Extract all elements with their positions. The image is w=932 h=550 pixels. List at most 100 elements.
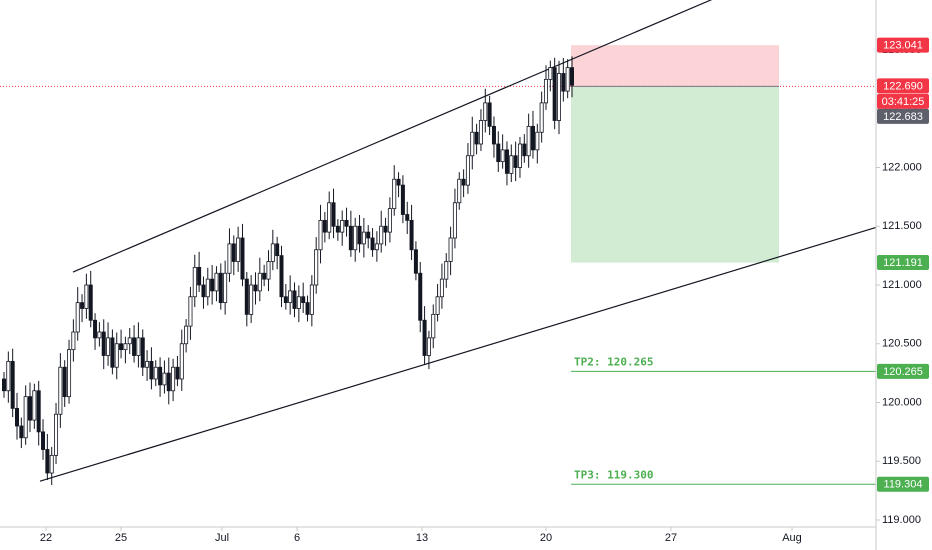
- candle-body: [452, 202, 457, 239]
- target-price-tag-bg: [877, 255, 929, 271]
- risk-reward-zones[interactable]: [571, 45, 779, 263]
- candle: [288, 275, 293, 315]
- candle: [513, 141, 518, 182]
- candle-body: [262, 272, 267, 280]
- candle-body: [184, 325, 189, 345]
- candle: [413, 241, 418, 281]
- candle: [149, 347, 154, 390]
- stop-loss-tag: 123.041: [883, 40, 923, 52]
- candle-body: [106, 337, 111, 356]
- candle-body: [218, 272, 223, 304]
- candle: [15, 392, 20, 440]
- candle-body: [296, 296, 301, 309]
- candle-body: [491, 125, 496, 145]
- candle: [504, 141, 509, 186]
- take-profit-zone[interactable]: [571, 86, 779, 263]
- candle-body: [543, 78, 548, 104]
- candle-body: [145, 360, 150, 368]
- candle-body: [422, 319, 427, 356]
- candle-body: [231, 243, 236, 262]
- candle: [570, 56, 575, 98]
- candle: [335, 219, 340, 241]
- time-tick-label: 25: [115, 532, 127, 544]
- candle: [379, 210, 384, 253]
- candle-body: [214, 272, 219, 292]
- candle: [236, 226, 241, 272]
- candle-body: [266, 261, 271, 280]
- candle-body: [10, 360, 15, 409]
- time-tick-label: Jul: [215, 532, 229, 544]
- candle: [561, 57, 566, 102]
- candle: [318, 204, 323, 264]
- candle: [474, 123, 479, 155]
- candle: [223, 260, 228, 315]
- candle: [158, 357, 163, 397]
- candle-body: [483, 102, 488, 121]
- candle: [426, 330, 431, 370]
- candle: [387, 197, 392, 243]
- candle-body: [153, 366, 158, 380]
- channel-lower-line[interactable]: [39, 226, 877, 482]
- price-tick-label: 119.000: [882, 514, 921, 526]
- candle: [227, 228, 232, 282]
- candle: [470, 116, 475, 170]
- candle: [526, 113, 531, 168]
- candle: [71, 319, 76, 362]
- candle: [36, 380, 41, 446]
- candle-body: [36, 390, 41, 433]
- candle: [262, 264, 267, 287]
- candle-body: [192, 266, 197, 298]
- candle: [192, 254, 197, 308]
- candle-body: [71, 331, 76, 351]
- price-tick-label: 122.000: [882, 161, 922, 173]
- candle-body: [405, 214, 410, 221]
- candle-body: [84, 284, 89, 309]
- candle-body: [470, 131, 475, 157]
- take-profit-lines[interactable]: TP2: 120.265 TP3: 119.300: [571, 355, 876, 485]
- candle-body: [288, 290, 293, 304]
- candle: [106, 322, 111, 366]
- candle: [93, 313, 98, 350]
- candle: [509, 144, 514, 183]
- price-tick-label: 120.500: [882, 338, 922, 350]
- candle: [140, 329, 145, 376]
- candle: [491, 116, 496, 158]
- candle: [54, 402, 59, 465]
- candle: [188, 286, 193, 340]
- candle: [500, 134, 505, 169]
- candle-body: [236, 237, 241, 262]
- candle: [452, 188, 457, 249]
- channel-upper-line[interactable]: [72, 0, 713, 273]
- candle: [249, 275, 254, 324]
- candle-body: [301, 296, 306, 304]
- candle-body: [314, 249, 319, 286]
- candle: [448, 226, 453, 276]
- candle-body: [539, 102, 544, 133]
- candle-body: [188, 296, 193, 327]
- candle-body: [275, 243, 280, 257]
- candle: [67, 339, 72, 404]
- stop-loss-zone[interactable]: [571, 45, 779, 87]
- candle: [6, 351, 11, 403]
- time-axis[interactable]: 22 25 Jul 6 13 20 27 Aug: [0, 526, 876, 544]
- channel-lines[interactable]: [39, 0, 877, 482]
- candle: [283, 284, 288, 310]
- candle-body: [140, 337, 145, 368]
- candle-body: [80, 302, 85, 309]
- candle-body: [110, 337, 115, 368]
- candle: [162, 360, 167, 394]
- stop-loss-tag-bg: [877, 37, 929, 53]
- candle: [530, 110, 535, 159]
- candle: [136, 322, 141, 368]
- candle: [145, 350, 150, 381]
- candle: [58, 353, 63, 428]
- candle: [370, 228, 375, 257]
- current-price-tag: 122.690: [883, 80, 923, 92]
- candle-body: [166, 372, 171, 392]
- candle-body: [171, 366, 176, 392]
- bid-price-tag: 122.683: [883, 111, 923, 123]
- candle: [75, 287, 80, 341]
- candle-body: [292, 290, 297, 309]
- candle-body: [357, 225, 362, 245]
